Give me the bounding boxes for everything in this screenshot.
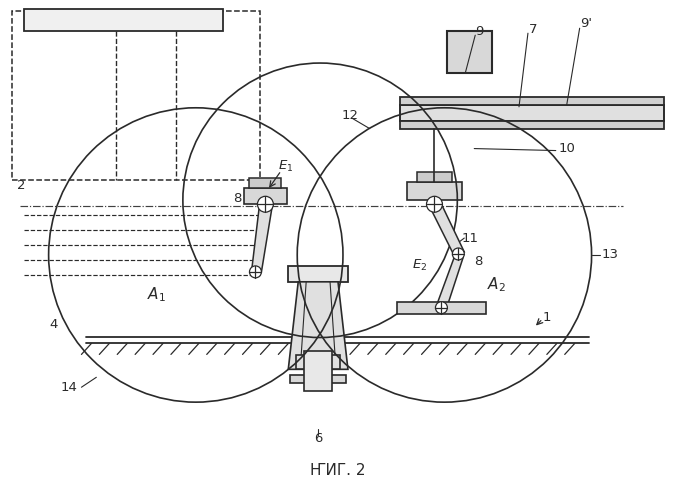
Circle shape (249, 266, 262, 278)
Text: $E_2$: $E_2$ (412, 258, 427, 274)
Polygon shape (288, 282, 348, 370)
Text: 8: 8 (474, 256, 483, 268)
Text: 13: 13 (602, 248, 619, 262)
Polygon shape (437, 257, 463, 308)
Text: 10: 10 (559, 142, 576, 155)
Bar (296, 356, 340, 370)
Text: ҤИГ. 2: ҤИГ. 2 (310, 464, 366, 478)
Text: 2: 2 (17, 179, 25, 192)
Bar (11, 12, 260, 180)
Text: 11: 11 (462, 232, 479, 244)
Text: 9': 9' (581, 17, 593, 30)
Bar (448, 31, 492, 73)
Bar (290, 376, 346, 384)
Text: 12: 12 (341, 110, 358, 122)
Bar (400, 105, 665, 120)
Bar (400, 120, 665, 128)
Circle shape (452, 248, 464, 260)
Polygon shape (429, 206, 464, 256)
Text: 1: 1 (543, 311, 551, 324)
Text: 9: 9 (475, 24, 483, 38)
Bar (304, 352, 332, 391)
Bar (249, 178, 281, 188)
Text: 7: 7 (529, 22, 537, 36)
Text: 4: 4 (49, 318, 57, 331)
Polygon shape (251, 205, 272, 272)
Circle shape (427, 196, 442, 212)
Bar (24, 10, 222, 31)
Bar (397, 302, 486, 314)
Text: $E_1$: $E_1$ (278, 159, 293, 174)
Text: 8: 8 (233, 192, 242, 205)
Circle shape (435, 302, 448, 314)
Bar (416, 172, 452, 182)
Bar (407, 182, 462, 200)
Bar (288, 266, 348, 282)
Text: 6: 6 (314, 432, 322, 446)
Bar (400, 97, 665, 105)
Text: $A_2$: $A_2$ (487, 276, 506, 294)
Text: $A_1$: $A_1$ (147, 286, 166, 304)
Bar (243, 188, 287, 204)
Text: 14: 14 (61, 380, 78, 394)
Circle shape (258, 196, 273, 212)
